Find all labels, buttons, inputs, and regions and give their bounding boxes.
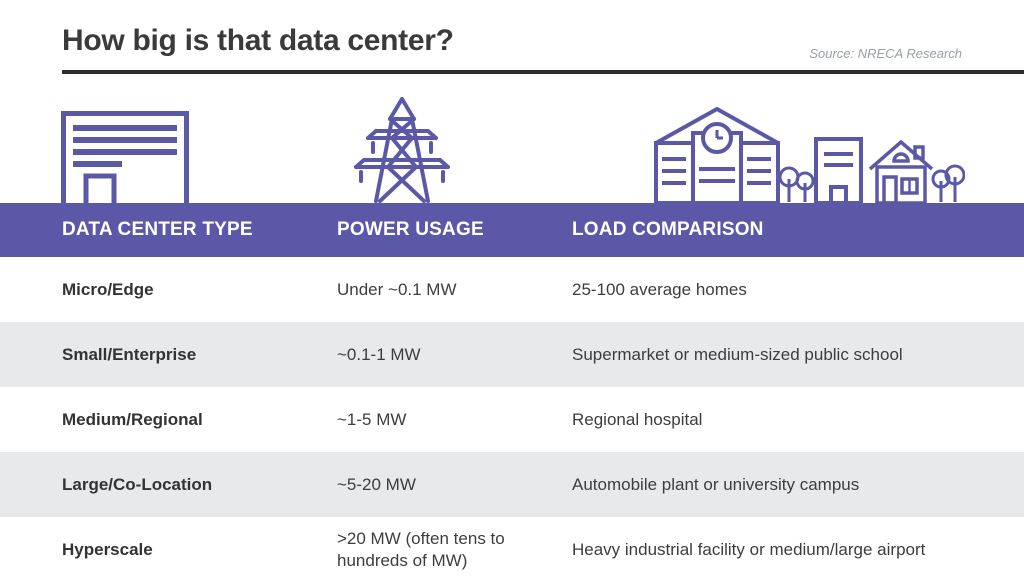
cell-power: Under ~0.1 MW xyxy=(337,279,457,299)
cell-type: Medium/Regional xyxy=(62,409,203,429)
cell-load: Automobile plant or university campus xyxy=(572,474,860,494)
column-header-power-usage: POWER USAGE xyxy=(337,219,484,240)
table-row: Micro/Edge Under ~0.1 MW 25-100 average … xyxy=(0,257,1024,322)
cell-load: 25-100 average homes xyxy=(572,279,747,299)
cell-load: Heavy industrial facility or medium/larg… xyxy=(572,539,926,559)
tree-icons xyxy=(931,164,965,202)
cell-load: Supermarket or medium-sized public schoo… xyxy=(572,344,903,364)
data-center-building-icon xyxy=(60,110,190,203)
table-row: Large/Co-Location ~5-20 MW Automobile pl… xyxy=(0,452,1024,517)
load-comparison-scene-icon xyxy=(653,105,965,203)
column-header-data-center-type: DATA CENTER TYPE xyxy=(62,219,253,240)
column-header-load-comparison: LOAD COMPARISON xyxy=(572,219,764,240)
cell-power: ~5-20 MW xyxy=(337,474,416,494)
cell-load: Regional hospital xyxy=(572,409,703,429)
table-row: Small/Enterprise ~0.1-1 MW Supermarket o… xyxy=(0,322,1024,387)
title-underline xyxy=(62,70,1024,74)
cell-type: Large/Co-Location xyxy=(62,474,213,494)
cell-power: ~0.1-1 MW xyxy=(337,344,421,364)
cell-power: ~1-5 MW xyxy=(337,409,407,429)
cell-type: Small/Enterprise xyxy=(62,344,197,364)
cell-type: Hyperscale xyxy=(62,539,153,559)
school-building-icon xyxy=(654,107,780,203)
cell-power: >20 MW (often tens to hundreds of MW) xyxy=(337,529,505,570)
page-title: How big is that data center? xyxy=(62,24,454,57)
table-row: Hyperscale >20 MW (often tens to hundred… xyxy=(0,517,1024,576)
office-building-icon xyxy=(814,137,863,203)
table-body: Micro/Edge Under ~0.1 MW 25-100 average … xyxy=(0,257,1024,576)
cell-type: Micro/Edge xyxy=(62,279,154,299)
table-row: Medium/Regional ~1-5 MW Regional hospita… xyxy=(0,387,1024,452)
table-header-band: DATA CENTER TYPE POWER USAGE LOAD COMPAR… xyxy=(0,203,1024,257)
transmission-tower-icon xyxy=(350,97,454,203)
house-icon xyxy=(868,140,934,203)
tree-icons xyxy=(778,166,815,202)
source-credit: Source: NRECA Research xyxy=(809,46,962,61)
